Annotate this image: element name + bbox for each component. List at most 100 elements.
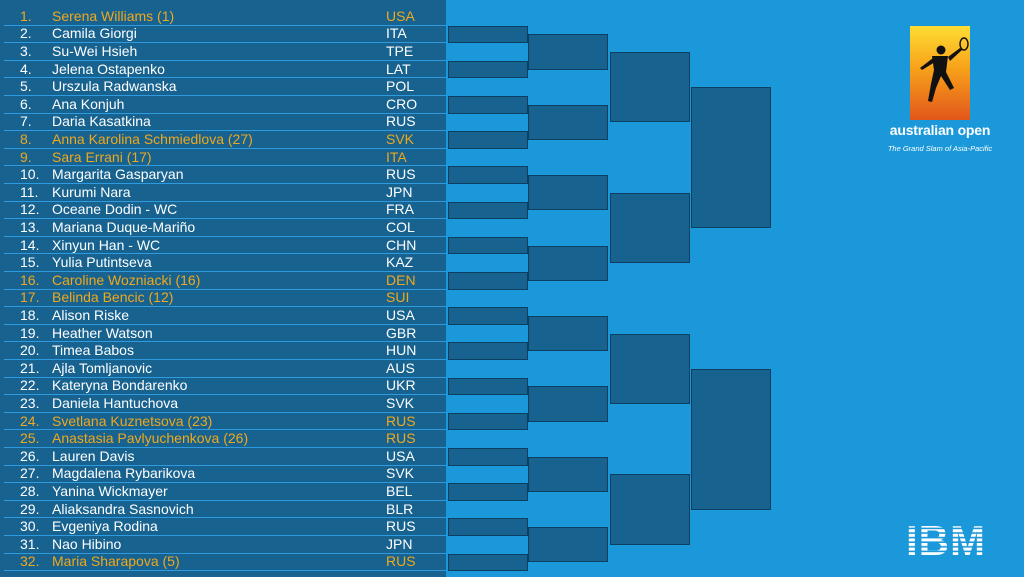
player-name: Sara Errani (17) [52, 148, 152, 165]
draw-row: 22. Kateryna Bondarenko UKR [4, 377, 446, 396]
player-name: Jelena Ostapenko [52, 60, 165, 77]
player-name: Mariana Duque-Mariño [52, 218, 196, 235]
draw-position: 19. [20, 324, 40, 341]
bracket-match-r4 [691, 368, 771, 510]
player-name: Daria Kasatkina [52, 113, 151, 130]
player-country: JPN [386, 535, 413, 552]
draw-row: 12. Oceane Dodin - WC FRA [4, 201, 446, 220]
bracket-match-r3 [610, 474, 690, 545]
player-country: UKR [386, 377, 416, 394]
draw-row: 23. Daniela Hantuchova SVK [4, 395, 446, 413]
player-name: Anna Karolina Schmiedlova (27) [52, 130, 253, 147]
bracket-match-r1 [448, 342, 528, 360]
player-name: Heather Watson [52, 324, 153, 341]
draw-position: 15. [20, 254, 40, 271]
player-name: Oceane Dodin - WC [52, 201, 178, 218]
draw-position: 20. [20, 342, 40, 359]
bracket-match-r1 [448, 553, 528, 572]
player-country: ITA [386, 148, 407, 165]
player-country: BEL [386, 482, 413, 499]
draw-row: 10. Margarita Gasparyan RUS [4, 166, 446, 184]
draw-position: 27. [20, 465, 40, 482]
draw-row: 18. Alison Riske USA [4, 307, 446, 325]
player-name: Yanina Wickmayer [52, 482, 168, 499]
player-country: SUI [386, 289, 410, 306]
draw-row: 28. Yanina Wickmayer BEL [4, 483, 446, 501]
bracket-match-r1 [448, 518, 528, 536]
draw-row: 7. Daria Kasatkina RUS [4, 113, 446, 132]
draw-list: 1. Serena Williams (1) USA 2. Camila Giorgi I… [4, 8, 446, 572]
draw-row: 6. Ana Konjuh CRO [4, 96, 446, 114]
draw-position: 6. [20, 95, 32, 112]
player-country: GBR [386, 324, 417, 341]
draw-position: 3. [20, 42, 32, 59]
player-name: Alison Riske [52, 306, 130, 323]
player-name: Su-Wei Hsieh [52, 42, 138, 59]
bracket-match-r2 [528, 316, 608, 352]
bracket-match-r1 [448, 201, 528, 220]
bracket-match-r2 [528, 175, 608, 211]
player-name: Margarita Gasparyan [52, 166, 184, 183]
player-name: Magdalena Rybarikova [52, 465, 196, 482]
draw-row: 8. Anna Karolina Schmiedlova (27) SVK [4, 131, 446, 149]
player-country: RUS [386, 553, 416, 570]
player-country: POL [386, 78, 415, 95]
player-country: RUS [386, 430, 416, 447]
draw-row: 31. Nao Hibino JPN [4, 536, 446, 554]
draw-position: 30. [20, 518, 40, 535]
draw-row: 5. Urszula Radwanska POL [4, 78, 446, 96]
player-name: Svetlana Kuznetsova (23) [52, 412, 213, 429]
player-name: Lauren Davis [52, 447, 135, 464]
draw-position: 4. [20, 60, 32, 77]
bracket-match-r2 [528, 456, 608, 492]
bracket-match-r3 [610, 192, 690, 264]
draw-position: 18. [20, 306, 40, 323]
player-name: Ajla Tomljanovic [52, 359, 153, 376]
player-country: LAT [386, 60, 411, 77]
draw-position: 12. [20, 201, 40, 218]
ao-tagline: The Grand Slam of Asia-Pacific [887, 144, 993, 153]
draw-position: 5. [20, 78, 32, 95]
bracket-match-r4 [691, 87, 771, 228]
draw-position: 9. [20, 148, 32, 165]
player-name: Belinda Bencic (12) [52, 289, 174, 306]
player-country: RUS [386, 113, 416, 130]
player-country: USA [386, 7, 415, 24]
draw-position: 23. [20, 394, 40, 411]
bracket-match-r2 [528, 104, 608, 140]
draw-row: 13. Mariana Duque-Mariño COL [4, 219, 446, 237]
draw-row: 2. Camila Giorgi ITA [4, 25, 446, 44]
draw-row: 14. Xinyun Han - WC CHN [4, 237, 446, 255]
draw-row: 3. Su-Wei Hsieh TPE [4, 43, 446, 61]
player-country: RUS [386, 412, 416, 429]
bracket-match-r1 [448, 412, 528, 431]
player-name: Ana Konjuh [52, 95, 125, 112]
australian-open-logo: australian open The Grand Slam of Asia-P… [880, 26, 1000, 156]
player-country: KAZ [386, 254, 414, 271]
draw-row: 15. Yulia Putintseva KAZ [4, 254, 446, 272]
draw-row: 17. Belinda Bencic (12) SUI [4, 289, 446, 308]
player-country: ITA [386, 25, 407, 42]
draw-row: 4. Jelena Ostapenko LAT [4, 61, 446, 79]
player-country: HUN [386, 342, 417, 359]
bracket-match-r1 [448, 377, 528, 396]
player-country: USA [386, 447, 415, 464]
player-name: Aliaksandra Sasnovich [52, 500, 194, 517]
draw-position: 10. [20, 166, 40, 183]
bracket-match-r3 [610, 52, 690, 123]
player-country: SVK [386, 465, 415, 482]
bracket-match-r1 [448, 131, 528, 149]
player-country: USA [386, 306, 415, 323]
draw-row: 30. Evgeniya Rodina RUS [4, 518, 446, 536]
bracket-match-r2 [528, 527, 608, 563]
bracket-match-r1 [448, 236, 528, 255]
draw-position: 31. [20, 535, 40, 552]
player-country: SVK [386, 130, 415, 147]
bracket-match-r1 [448, 483, 528, 501]
draw-row: 16. Caroline Wozniacki (16) DEN [4, 272, 446, 290]
draw-row: 1. Serena Williams (1) USA [4, 8, 446, 26]
bracket-match-r3 [610, 333, 690, 404]
draw-position: 16. [20, 271, 40, 288]
draw-row: 9. Sara Errani (17) ITA [4, 149, 446, 167]
draw-position: 28. [20, 482, 40, 499]
